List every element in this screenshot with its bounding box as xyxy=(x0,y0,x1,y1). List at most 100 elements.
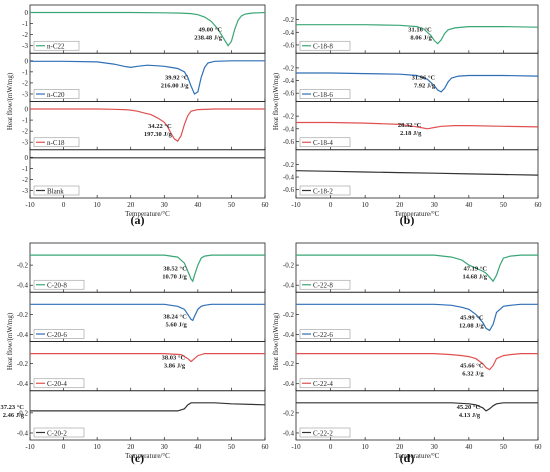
y-tick-label: -0.4 xyxy=(17,429,29,437)
legend-label: n-C20 xyxy=(47,91,65,99)
subplot-C-22-2: -0.2 -0.4 C-22-2 45.20 °C4.13 J/g xyxy=(283,390,539,441)
subplot-frame xyxy=(295,390,539,441)
y-tick-label: -2 xyxy=(22,31,28,39)
y-tick-label: -3 xyxy=(22,187,28,195)
x-tick-label: 20 xyxy=(127,201,135,209)
series-line-C-20-6 xyxy=(30,303,265,322)
subplot-C-22-8: -0.2 -0.4 C-22-8 47.19 °C14.68 J/g xyxy=(283,242,539,293)
series-line-C-18-6 xyxy=(296,72,539,93)
y-tick-label: -0.2 xyxy=(283,113,295,121)
x-tick-label: 10 xyxy=(94,201,102,209)
series-line-C-20-8 xyxy=(30,254,265,283)
y-tick-label: -0.2 xyxy=(283,360,295,368)
peak-temperature-label: 38.52 °C xyxy=(163,265,187,272)
legend-label: n-C18 xyxy=(47,139,65,147)
x-tick-label: 50 xyxy=(228,201,236,209)
legend-box xyxy=(299,137,351,148)
subplot-C-20-6: -0.2 -0.4 C-20-6 38.24 °C5.60 J/g xyxy=(17,291,266,342)
enthalpy-label: 2.46 J/g xyxy=(3,412,25,419)
x-tick-label: -10 xyxy=(25,443,35,451)
x-tick-label: 10 xyxy=(362,443,370,451)
peak-temperature-label: 45.66 °C xyxy=(460,363,484,370)
y-tick-label: -3 xyxy=(22,42,28,50)
y-tick-label: -0.2 xyxy=(283,311,295,319)
enthalpy-label: 238.48 J/g xyxy=(194,34,223,41)
y-tick-label: -2 xyxy=(22,176,28,184)
y-tick-label: -0.2 xyxy=(283,161,295,169)
peak-temperature-label: 28.32 °C xyxy=(398,122,422,129)
y-tick-label: 0 xyxy=(25,9,29,17)
subplot-C-18-8: -0.2 -0.4 -0.6 C-18-8 31.16 °C8.06 J/g xyxy=(283,4,539,54)
y-tick-label: -0.2 xyxy=(283,16,295,24)
series-line-n-C20 xyxy=(30,60,265,95)
legend-label: C-22-2 xyxy=(313,429,333,437)
x-tick-label: 50 xyxy=(500,443,508,451)
series-line-C-22-4 xyxy=(296,353,538,371)
x-tick-label: 0 xyxy=(329,443,333,451)
legend-label: C-18-2 xyxy=(313,187,333,195)
subplot-C-22-6: -0.2 -0.4 C-22-6 45.99 °C12.08 J/g xyxy=(283,291,539,342)
subplot-C-20-2: -0.2 -0.4 C-20-2 37.23 °C2.46 J/g xyxy=(0,390,266,441)
x-tick-label: 20 xyxy=(127,443,135,451)
peak-temperature-label: 34.22 °C xyxy=(148,123,172,130)
legend-label: Blank xyxy=(47,187,64,195)
peak-temperature-label: 47.19 °C xyxy=(464,265,488,272)
subplot-frame xyxy=(29,149,266,199)
series-line-C-18-8 xyxy=(296,24,539,45)
panel-label: (d) xyxy=(400,451,415,465)
legend-box xyxy=(33,40,80,51)
legend-box xyxy=(33,89,80,99)
legend-box xyxy=(33,185,80,196)
x-axis-label: Temperature/°C xyxy=(125,210,170,218)
y-tick-label: -1 xyxy=(22,165,28,173)
legend-box xyxy=(299,89,351,99)
legend-label: n-C22 xyxy=(47,43,65,51)
y-tick-label: -0.6 xyxy=(283,41,295,49)
legend-box xyxy=(33,378,85,389)
x-tick-label: 40 xyxy=(194,443,202,451)
series-line-C-22-6 xyxy=(296,303,538,332)
enthalpy-label: 4.13 J/g xyxy=(459,412,481,419)
enthalpy-label: 216.00 J/g xyxy=(161,83,190,90)
x-tick-label: 10 xyxy=(362,201,370,209)
subplot-C-18-6: -0.2 -0.4 -0.6 C-18-6 31.96 °C7.92 J/g xyxy=(283,52,539,102)
enthalpy-label: 12.08 J/g xyxy=(459,323,484,330)
x-tick-label: 30 xyxy=(161,443,169,451)
x-tick-label: 40 xyxy=(194,201,202,209)
x-tick-label: 60 xyxy=(262,201,270,209)
y-tick-label: -0.6 xyxy=(283,138,295,146)
legend-box xyxy=(33,279,85,290)
x-tick-label: 40 xyxy=(465,443,473,451)
x-tick-label: 60 xyxy=(535,443,543,451)
legend-box xyxy=(299,40,351,51)
series-line-C-22-8 xyxy=(296,254,538,283)
legend-label: C-22-4 xyxy=(313,380,333,388)
enthalpy-label: 10.70 J/g xyxy=(162,273,187,280)
x-tick-label: -10 xyxy=(291,443,301,451)
subplot-frame xyxy=(295,149,539,199)
x-axis-label: Temperature/°C xyxy=(395,210,440,218)
y-tick-label: -0.4 xyxy=(283,77,295,85)
peak-temperature-label: 31.16 °C xyxy=(408,26,432,33)
legend-label: C-20-8 xyxy=(47,282,67,290)
y-axis-label: Heat flow/(mW/mg) xyxy=(6,312,14,370)
chart-panel-3: -0.2 -0.4 C-20-8 38.52 °C10.70 J/g -0.2 -0.4 C… xyxy=(0,242,269,465)
x-tick-label: 30 xyxy=(431,443,439,451)
legend-label: C-20-4 xyxy=(47,380,67,388)
legend-box xyxy=(33,427,85,438)
y-tick-label: 0 xyxy=(25,106,29,114)
peak-temperature-label: 49.00 °C xyxy=(199,26,223,33)
subplot-Blank: 0 -1 -2 -3 Blank xyxy=(22,149,266,199)
series-line-C-22-2 xyxy=(296,402,538,412)
peak-temperature-label: 37.23 °C xyxy=(0,404,24,411)
enthalpy-label: 2.18 J/g xyxy=(400,130,422,137)
y-tick-label: -1 xyxy=(22,20,28,28)
legend-label: C-20-2 xyxy=(47,429,67,437)
y-tick-label: -0.2 xyxy=(283,262,295,270)
peak-temperature-label: 38.24 °C xyxy=(163,313,187,320)
peak-temperature-label: 45.99 °C xyxy=(460,315,484,322)
y-tick-label: 0 xyxy=(25,57,29,65)
x-tick-label: 20 xyxy=(396,443,404,451)
panel-label: (c) xyxy=(131,451,144,465)
